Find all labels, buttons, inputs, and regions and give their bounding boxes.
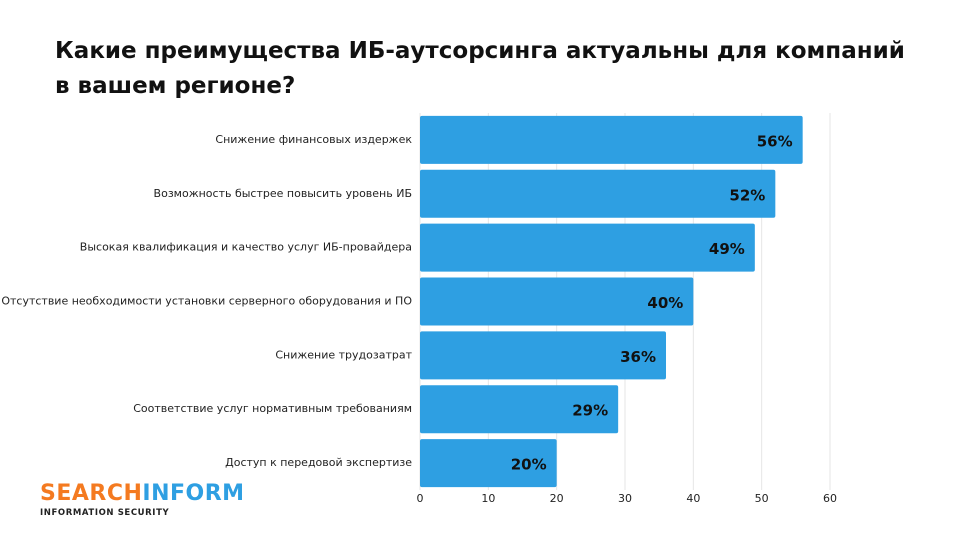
bar — [420, 439, 557, 488]
value-label: 36% — [620, 348, 656, 366]
value-label: 29% — [572, 402, 608, 420]
logo-name-start: SEARCH — [40, 481, 143, 506]
y-tick-label: Снижение трудозатрат — [275, 348, 412, 361]
value-label: 56% — [757, 132, 793, 150]
value-label: 49% — [709, 240, 745, 258]
bar — [420, 115, 803, 164]
x-tick-label: 10 — [481, 492, 495, 505]
x-tick-label: 40 — [686, 492, 700, 505]
bar — [420, 169, 776, 218]
value-label: 40% — [647, 294, 683, 312]
value-label: 20% — [511, 456, 547, 474]
y-tick-label: Отсутствие необходимости установки серве… — [1, 295, 412, 308]
chart-title: Какие преимущества ИБ-аутсорсинга актуал… — [55, 38, 905, 99]
y-tick-label: Высокая квалификация и качество услуг ИБ… — [80, 241, 412, 254]
x-tick-label: 0 — [417, 492, 424, 505]
y-tick-label: Соответствие услуг нормативным требовани… — [133, 402, 412, 415]
logo-name: SEARCHINFORM — [40, 481, 245, 506]
y-tick-label: Снижение финансовых издержек — [215, 133, 412, 146]
bar — [420, 223, 755, 272]
x-tick-label: 30 — [618, 492, 632, 505]
logo-name-end: INFORM — [142, 481, 245, 506]
y-tick-label: Доступ к передовой экспертизе — [225, 456, 412, 469]
x-tick-label: 20 — [550, 492, 564, 505]
y-tick-label: Возможность быстрее повысить уровень ИБ — [154, 187, 412, 200]
bar — [420, 331, 666, 380]
logo: SEARCHINFORM INFORMATION SECURITY — [40, 481, 245, 518]
x-tick-label: 60 — [823, 492, 837, 505]
bar — [420, 277, 694, 326]
logo-tagline: INFORMATION SECURITY — [40, 508, 170, 518]
value-label: 52% — [729, 186, 765, 204]
x-tick-label: 50 — [755, 492, 769, 505]
bar — [420, 385, 619, 434]
